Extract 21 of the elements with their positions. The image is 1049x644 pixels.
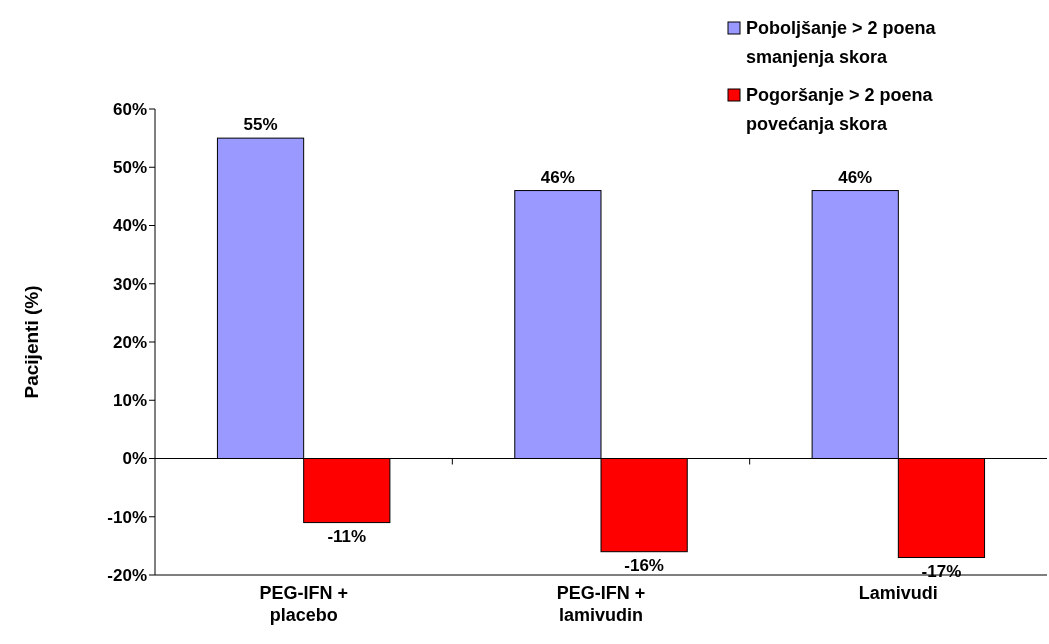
x-tick-label: PEG-IFN + lamivudin bbox=[556, 583, 646, 625]
y-tick-label: 20% bbox=[112, 332, 147, 352]
text: 46% bbox=[540, 167, 575, 187]
y-tick-label: 50% bbox=[112, 158, 147, 178]
y-tick-label: 30% bbox=[112, 274, 147, 294]
text: -11% bbox=[327, 526, 367, 546]
legend-label: Poboljšanje > 2 poena smanjenja skora bbox=[746, 18, 937, 67]
x-tick-label: PEG-IFN + placebo bbox=[259, 583, 348, 625]
y-tick-label: 40% bbox=[112, 216, 147, 236]
y-axis-title: Pacijenti (%) bbox=[21, 285, 42, 399]
y-tick-label: -20% bbox=[107, 565, 147, 585]
y-tick-label: 60% bbox=[112, 99, 147, 119]
x-tick-label: Lamivudi bbox=[858, 583, 938, 603]
legend-label: Pogoršanje > 2 poena povećanja skora bbox=[746, 85, 934, 134]
text: -17% bbox=[921, 561, 962, 581]
text: -16% bbox=[624, 555, 664, 575]
y-tick-label: 10% bbox=[112, 391, 147, 411]
y-tick-label: 0% bbox=[122, 449, 147, 469]
text: 46% bbox=[838, 167, 873, 187]
y-tick-label: -10% bbox=[107, 507, 147, 527]
text: 55% bbox=[243, 115, 278, 135]
